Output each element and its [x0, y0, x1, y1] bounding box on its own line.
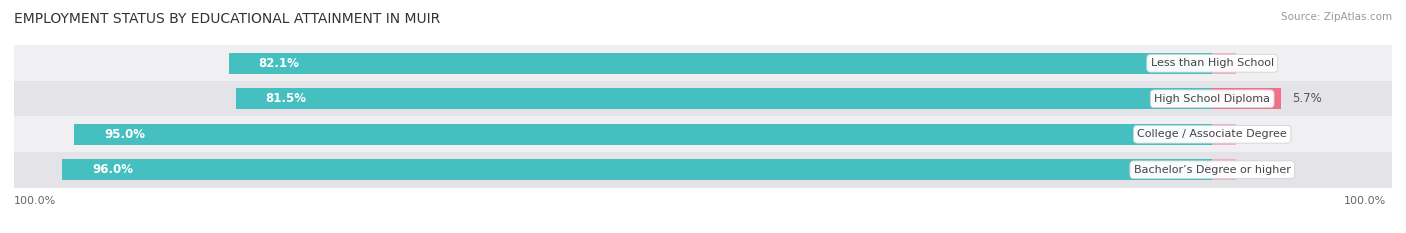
Text: 0.0%: 0.0%: [1249, 163, 1278, 176]
Text: EMPLOYMENT STATUS BY EDUCATIONAL ATTAINMENT IN MUIR: EMPLOYMENT STATUS BY EDUCATIONAL ATTAINM…: [14, 12, 440, 26]
Bar: [1212, 53, 1236, 74]
Bar: [14, 116, 1392, 152]
Text: 82.1%: 82.1%: [259, 57, 299, 70]
Text: 5.7%: 5.7%: [1292, 92, 1322, 105]
Bar: [1212, 123, 1236, 145]
Text: 100.0%: 100.0%: [1344, 196, 1386, 206]
Text: 81.5%: 81.5%: [266, 92, 307, 105]
Bar: [75, 123, 1212, 145]
Text: 100.0%: 100.0%: [14, 196, 56, 206]
Bar: [1212, 88, 1281, 110]
Bar: [14, 152, 1392, 188]
Bar: [229, 53, 1212, 74]
Text: 96.0%: 96.0%: [91, 163, 134, 176]
Bar: [62, 159, 1212, 180]
Text: 0.0%: 0.0%: [1249, 57, 1278, 70]
Bar: [14, 81, 1392, 116]
Text: Bachelor’s Degree or higher: Bachelor’s Degree or higher: [1133, 165, 1291, 175]
Text: Less than High School: Less than High School: [1150, 58, 1274, 68]
Text: 0.0%: 0.0%: [1249, 128, 1278, 141]
Text: College / Associate Degree: College / Associate Degree: [1137, 129, 1286, 139]
Bar: [1212, 159, 1236, 180]
Bar: [14, 45, 1392, 81]
Text: High School Diploma: High School Diploma: [1154, 94, 1270, 104]
Text: 95.0%: 95.0%: [104, 128, 145, 141]
Bar: [236, 88, 1212, 110]
Text: Source: ZipAtlas.com: Source: ZipAtlas.com: [1281, 12, 1392, 22]
